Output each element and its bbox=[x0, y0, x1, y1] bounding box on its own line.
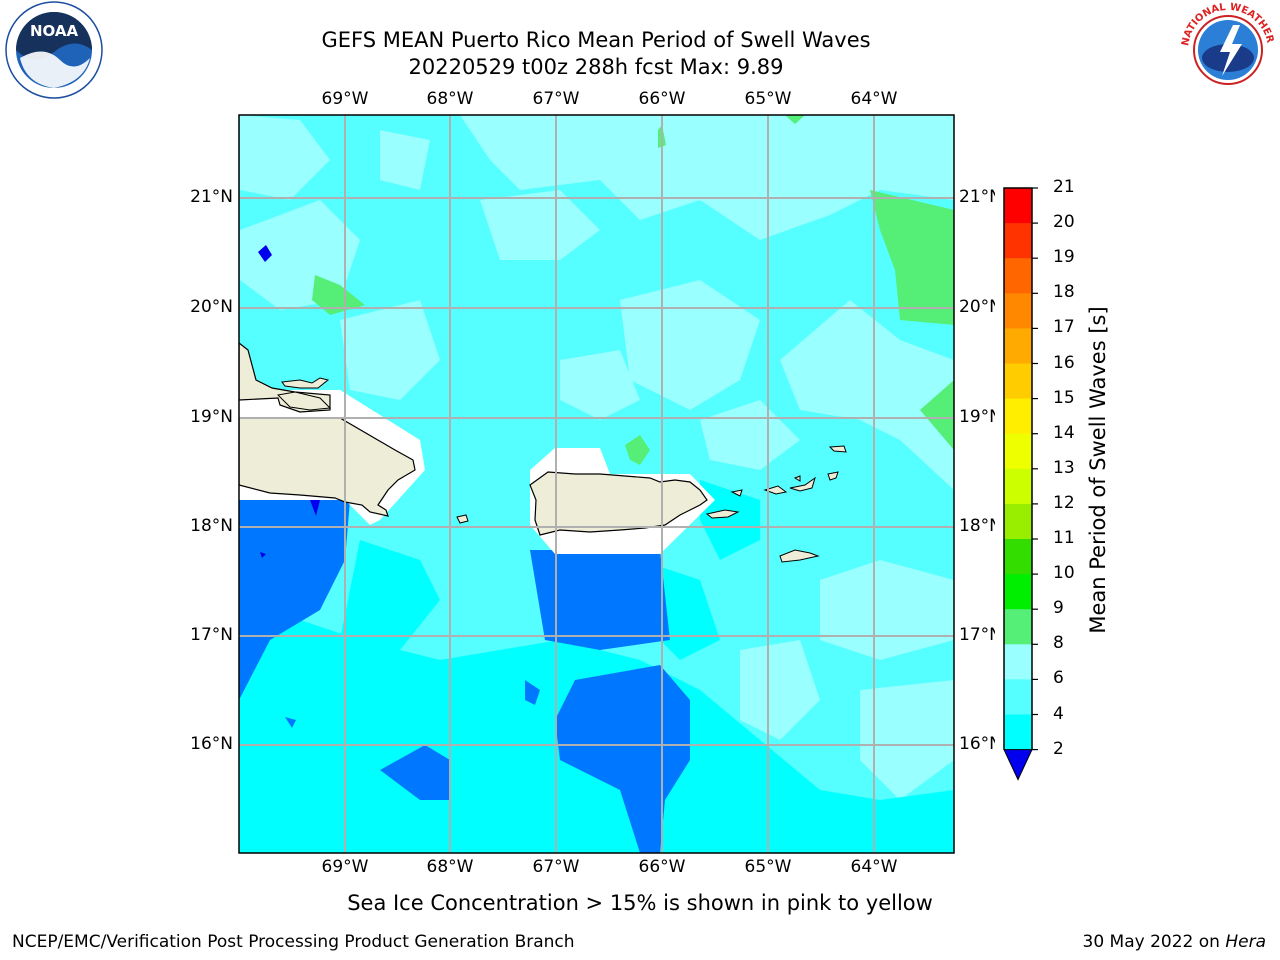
colorbar-segment bbox=[1004, 539, 1032, 575]
lat-label-left: 20°N bbox=[190, 297, 233, 317]
footer-date-text: 30 May 2022 on bbox=[1082, 932, 1220, 952]
gridlines bbox=[239, 115, 954, 853]
colorbar-segment bbox=[1004, 644, 1032, 680]
colorbar-tick-label: 15 bbox=[1053, 387, 1075, 408]
chart-title-line1: GEFS MEAN Puerto Rico Mean Period of Swe… bbox=[321, 28, 871, 52]
colorbar-segment bbox=[1004, 503, 1032, 540]
lon-label-bottom: 68°W bbox=[426, 857, 474, 877]
sea-ice-caption: Sea Ice Concentration > 15% is shown in … bbox=[347, 891, 933, 915]
colorbar-tick-label: 10 bbox=[1053, 563, 1075, 584]
footer-host: Hera bbox=[1225, 932, 1266, 952]
chart-title-line2: 20220529 t00z 288h fcst Max: 9.89 bbox=[408, 55, 784, 79]
lat-label-right: 18°N bbox=[959, 516, 1002, 536]
colorbar-tick-label: 12 bbox=[1053, 492, 1075, 513]
colorbar-tick-label: 9 bbox=[1053, 598, 1064, 619]
colorbar-tick-label: 6 bbox=[1053, 668, 1064, 689]
colorbar-segment bbox=[1004, 679, 1032, 715]
lon-label-top: 68°W bbox=[426, 89, 474, 109]
lat-label-right: 20°N bbox=[959, 297, 1002, 317]
colorbar-tick-label: 8 bbox=[1053, 633, 1064, 654]
lon-label-top: 65°W bbox=[744, 89, 792, 109]
tortuga-island bbox=[281, 377, 330, 389]
colorbar-segment bbox=[1004, 398, 1032, 435]
field-2to4 bbox=[239, 500, 690, 853]
lon-label-top: 64°W bbox=[850, 89, 898, 109]
colorbar-tick-label: 20 bbox=[1053, 212, 1075, 233]
colorbar-segment bbox=[1004, 714, 1032, 751]
lon-label-top: 66°W bbox=[638, 89, 686, 109]
colorbar-tick-label: 13 bbox=[1053, 457, 1075, 478]
colorbar-tick-label: 18 bbox=[1053, 282, 1075, 303]
colorbar-tick-label: 2 bbox=[1053, 738, 1064, 759]
lat-label-left: 17°N bbox=[190, 625, 233, 645]
map-frame bbox=[238, 114, 955, 854]
footer-credit: NCEP/EMC/Verification Post Processing Pr… bbox=[12, 932, 575, 952]
lon-label-bottom: 65°W bbox=[744, 857, 792, 877]
hispaniola-land bbox=[239, 342, 416, 517]
noaa-logo-text: NOAA bbox=[30, 22, 79, 40]
nws-logo: NATIONAL WEATHER SERVICE bbox=[1174, 0, 1278, 104]
lat-label-right: 16°N bbox=[959, 734, 1002, 754]
lon-label-top: 69°W bbox=[321, 89, 369, 109]
lat-label-right: 21°N bbox=[959, 187, 1002, 207]
colorbar-tick-label: 16 bbox=[1053, 352, 1075, 373]
lat-label-left: 21°N bbox=[190, 187, 233, 207]
lat-label-left: 19°N bbox=[190, 407, 233, 427]
colorbar-segment bbox=[1004, 293, 1032, 329]
lon-label-bottom: 66°W bbox=[638, 857, 686, 877]
field-under2 bbox=[258, 245, 320, 558]
gonave-island bbox=[276, 391, 332, 411]
colorbar-segment bbox=[1004, 363, 1032, 400]
colorbar-tick-label: 11 bbox=[1053, 528, 1075, 548]
colorbar-tick-label: 19 bbox=[1053, 247, 1075, 268]
colorbar-segment bbox=[1004, 609, 1032, 645]
colorbar-title: Mean Period of Swell Waves [s] bbox=[1086, 306, 1110, 634]
colorbar-segment bbox=[1004, 258, 1032, 294]
lon-label-bottom: 67°W bbox=[532, 857, 580, 877]
colorbar-segment bbox=[1004, 188, 1032, 224]
colorbar-segment bbox=[1004, 223, 1032, 259]
colorbar-underflow-triangle bbox=[1003, 749, 1033, 781]
lat-label-left: 16°N bbox=[190, 734, 233, 754]
lat-label-left: 18°N bbox=[190, 516, 233, 536]
colorbar-tick-label: 14 bbox=[1053, 422, 1075, 443]
colorbar-tick-label: 21 bbox=[1053, 177, 1075, 197]
colorbar-segment bbox=[1004, 328, 1032, 364]
colorbar-segment bbox=[1004, 574, 1032, 610]
colorbar-segment bbox=[1004, 433, 1032, 470]
lat-label-right: 19°N bbox=[959, 407, 1002, 427]
colorbar-tick-label: 4 bbox=[1053, 703, 1064, 724]
field-9to10 bbox=[312, 115, 954, 465]
lon-label-bottom: 69°W bbox=[321, 857, 369, 877]
lon-label-bottom: 64°W bbox=[850, 857, 898, 877]
colorbar-bar bbox=[995, 180, 1055, 790]
noaa-logo: NOAA bbox=[4, 0, 104, 104]
colorbar-tick-label: 17 bbox=[1053, 317, 1075, 338]
mona-island bbox=[456, 514, 469, 524]
lon-label-top: 67°W bbox=[532, 89, 580, 109]
virgin-islands bbox=[705, 445, 847, 563]
lat-label-right: 17°N bbox=[959, 625, 1002, 645]
colorbar-segment bbox=[1004, 468, 1032, 505]
footer-date: 30 May 2022 on Hera bbox=[1083, 932, 1267, 952]
